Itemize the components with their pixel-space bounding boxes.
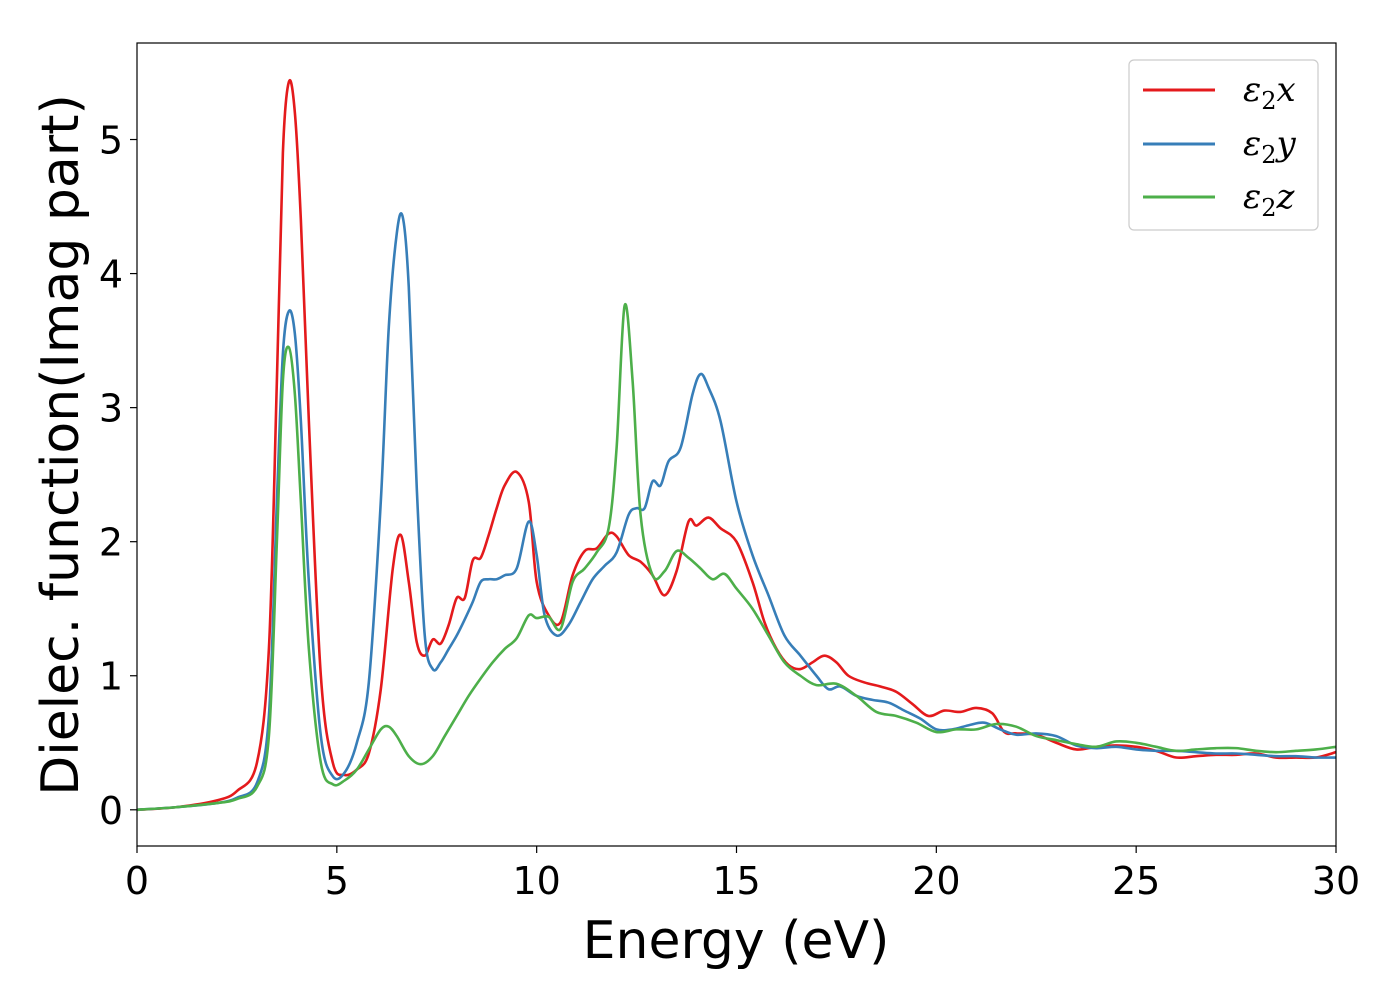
legend-label-z: ε2z <box>1243 177 1296 222</box>
x-tick-label: 0 <box>125 859 149 903</box>
x-tick-label: 10 <box>512 859 560 903</box>
legend-box <box>1128 59 1319 231</box>
x-tick-label: 30 <box>1312 859 1360 903</box>
plot-lines <box>136 79 1337 812</box>
legend: ε2x ε2y ε2z <box>1128 59 1319 231</box>
series-line-y <box>136 212 1337 812</box>
y-axis-title: Dielec. function(Imag part) <box>31 94 91 796</box>
y-tick-label: 1 <box>99 655 123 699</box>
legend-label-x: ε2x <box>1243 70 1296 115</box>
x-tick-label: 25 <box>1112 859 1160 903</box>
x-axis: 0 5 10 15 20 25 30 <box>125 846 1360 903</box>
x-axis-title: Energy (eV) <box>583 911 890 971</box>
y-tick-label: 5 <box>99 119 123 163</box>
legend-label-y: ε2y <box>1243 124 1297 169</box>
x-tick-label: 15 <box>712 859 760 903</box>
x-tick-label: 5 <box>325 859 349 903</box>
y-tick-label: 0 <box>99 789 123 833</box>
x-tick-label: 20 <box>912 859 960 903</box>
y-axis: 0 1 2 3 4 5 <box>99 119 137 833</box>
y-tick-label: 2 <box>99 521 123 565</box>
y-tick-label: 4 <box>99 253 123 297</box>
y-tick-label: 3 <box>99 387 123 431</box>
series-line-z <box>136 302 1337 812</box>
